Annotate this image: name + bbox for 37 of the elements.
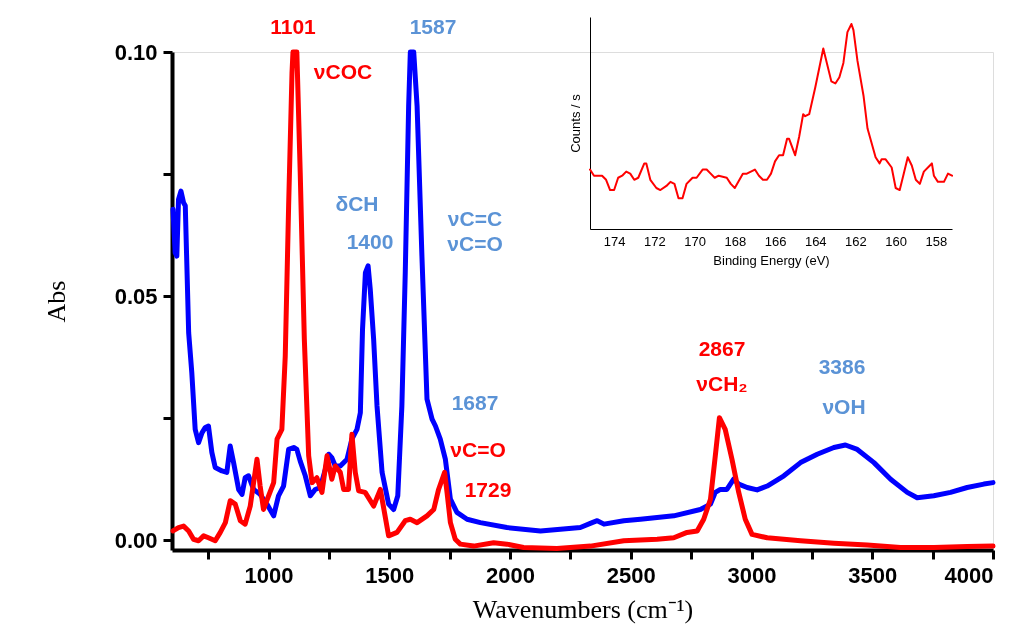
x-tick-label: 1500 [365,562,415,588]
annotation: νCH₂ [696,372,748,395]
annotation: 1729 [464,478,512,501]
x-tick-label: 3500 [848,562,898,588]
x-tick-label: 1000 [244,562,294,588]
annotation: 1687 [451,391,499,414]
y-tick-label: 0.05 [114,283,158,309]
x-tick-label: 170 [684,233,706,249]
x-tick-label: 164 [804,233,827,249]
x-tick-label: 4000 [944,562,994,588]
x-axis-title: Wavenumbers (cm⁻¹) [472,594,694,624]
x-tick-label: 158 [925,233,948,249]
text: 1587 [409,15,457,38]
y-tick-label: 0.10 [114,39,158,65]
annotation: νC=O [450,438,506,461]
x-tick-label: 174 [603,233,626,249]
x-axis-title: Binding Energy (eV) [713,252,830,268]
annotation: νCOC [313,60,373,83]
x-tick-label: 166 [764,233,787,249]
x-tick-label: 160 [885,233,908,249]
annotation: 1400 [346,230,394,253]
x-tick-label: 2000 [486,562,536,588]
y-axis-title: Counts / s [567,93,583,153]
text: 1101 [270,15,317,38]
annotation: 2867 [698,337,746,360]
annotation: δCH [335,192,379,215]
y-tick-label: 0.00 [114,527,158,553]
x-tick-label: 2500 [606,562,656,588]
y-axis-title: Abs [41,280,71,323]
annotation: νC=C [447,207,503,230]
annotation: νOH [822,395,866,418]
annotation: 3386 [818,355,866,378]
x-tick-label: 172 [644,233,666,249]
x-tick-label: 168 [724,233,747,249]
x-tick-label: 162 [845,233,867,249]
annotation: νC=O [447,232,503,255]
x-tick-label: 3000 [727,562,777,588]
